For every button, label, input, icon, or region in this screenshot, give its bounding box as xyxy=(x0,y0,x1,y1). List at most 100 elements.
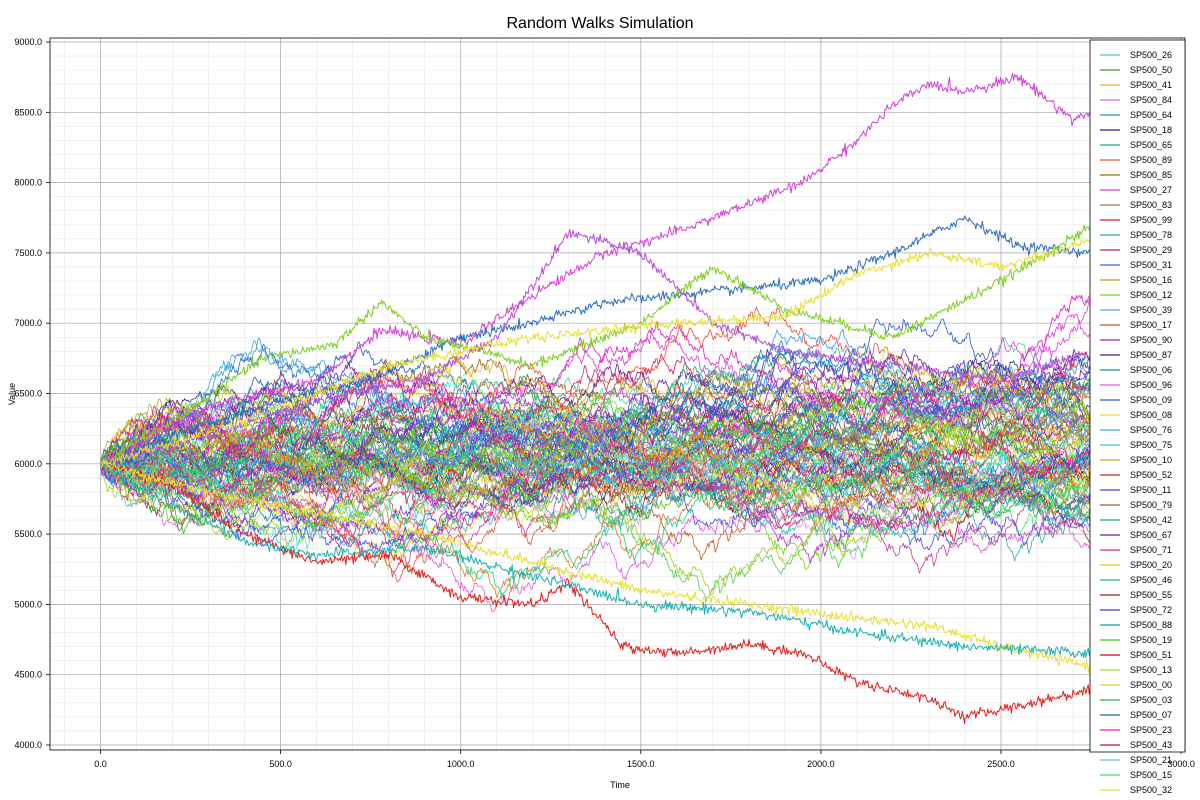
legend-item: SP500_21 xyxy=(1100,755,1172,765)
highlighted-series-line xyxy=(100,72,1096,466)
legend-item: SP500_52 xyxy=(1100,470,1172,480)
legend-label: SP500_23 xyxy=(1130,725,1172,735)
x-axis-ticks: 0.0 500.0 1000.0 1500.0 2000.0 2500.0 3000.0 xyxy=(94,750,1195,769)
legend-item: SP500_19 xyxy=(1100,635,1172,645)
series-line xyxy=(100,449,1096,583)
legend-item: SP500_13 xyxy=(1100,665,1172,675)
legend-item: SP500_64 xyxy=(1100,110,1172,120)
legend-label: SP500_43 xyxy=(1130,740,1172,750)
legend-label: SP500_16 xyxy=(1130,275,1172,285)
legend-label: SP500_12 xyxy=(1130,290,1172,300)
legend-label: SP500_15 xyxy=(1130,770,1172,780)
legend-label: SP500_26 xyxy=(1130,50,1172,60)
x-axis-label: Time xyxy=(610,780,630,790)
x-tick-label: 2000.0 xyxy=(807,759,835,769)
series-line xyxy=(100,328,1096,467)
legend-label: SP500_03 xyxy=(1130,695,1172,705)
legend-label: SP500_50 xyxy=(1130,65,1172,75)
series-line xyxy=(100,434,1096,557)
y-tick-label: 5000.0 xyxy=(14,599,42,609)
legend-item: SP500_65 xyxy=(1100,140,1172,150)
legend-item: SP500_42 xyxy=(1100,515,1172,525)
legend-label: SP500_19 xyxy=(1130,635,1172,645)
legend-label: SP500_31 xyxy=(1130,260,1172,270)
legend-item: SP500_39 xyxy=(1100,305,1172,315)
legend-item: SP500_03 xyxy=(1100,695,1172,705)
legend-label: SP500_75 xyxy=(1130,440,1172,450)
legend-label: SP500_76 xyxy=(1130,425,1172,435)
y-tick-label: 9000.0 xyxy=(14,37,42,47)
series-line xyxy=(100,401,1096,525)
legend-item: SP500_32 xyxy=(1100,785,1172,795)
legend-label: SP500_90 xyxy=(1130,335,1172,345)
legend-item: SP500_67 xyxy=(1100,530,1172,540)
y-axis-label: Value xyxy=(7,383,17,405)
y-tick-label: 6500.0 xyxy=(14,389,42,399)
legend-label: SP500_09 xyxy=(1130,395,1172,405)
chart-title: Random Walks Simulation xyxy=(506,15,693,32)
x-tick-label: 3000.0 xyxy=(1167,759,1195,769)
minor-gridlines xyxy=(50,38,1185,750)
legend-item: SP500_29 xyxy=(1100,245,1172,255)
series-line xyxy=(100,406,1096,574)
legend-item: SP500_72 xyxy=(1100,605,1172,615)
series-line xyxy=(100,410,1096,546)
legend-item: SP500_17 xyxy=(1100,320,1172,330)
series-line xyxy=(100,320,1096,487)
x-tick-label: 0.0 xyxy=(94,759,107,769)
legend-item: SP500_90 xyxy=(1100,335,1172,345)
series-line xyxy=(100,365,1096,523)
legend-item: SP500_27 xyxy=(1100,185,1172,195)
legend-label: SP500_71 xyxy=(1130,545,1172,555)
legend-box xyxy=(1089,39,1186,753)
legend-item: SP500_20 xyxy=(1100,560,1172,570)
legend-label: SP500_83 xyxy=(1130,200,1172,210)
highlighted-series-line xyxy=(100,235,1096,466)
legend-item: SP500_84 xyxy=(1100,95,1172,105)
series-line xyxy=(100,450,1096,596)
legend-item: SP500_87 xyxy=(1100,350,1172,360)
legend-label: SP500_89 xyxy=(1130,155,1172,165)
series-line xyxy=(100,340,1096,485)
legend-item: SP500_55 xyxy=(1100,590,1172,600)
legend-item: SP500_15 xyxy=(1100,770,1172,780)
highlighted-series-line xyxy=(100,223,1096,468)
legend-item: SP500_85 xyxy=(1100,170,1172,180)
legend-label: SP500_99 xyxy=(1130,215,1172,225)
legend-item: SP500_12 xyxy=(1100,290,1172,300)
legend-item: SP500_26 xyxy=(1100,50,1172,60)
legend-label: SP500_55 xyxy=(1130,590,1172,600)
legend-item: SP500_99 xyxy=(1100,215,1172,225)
legend-label: SP500_52 xyxy=(1130,470,1172,480)
legend-label: SP500_13 xyxy=(1130,665,1172,675)
plot-frame xyxy=(49,37,1186,751)
x-tick-label: 1500.0 xyxy=(627,759,655,769)
legend-label: SP500_72 xyxy=(1130,605,1172,615)
legend-item: SP500_10 xyxy=(1100,455,1172,465)
legend-label: SP500_21 xyxy=(1130,755,1172,765)
legend-label: SP500_27 xyxy=(1130,185,1172,195)
legend-item: SP500_16 xyxy=(1100,275,1172,285)
legend: SP500_26 SP500_50 SP500_41 SP500_84 SP500_64… xyxy=(1089,39,1186,795)
legend-label: SP500_17 xyxy=(1130,320,1172,330)
series-line xyxy=(100,395,1096,537)
legend-item: SP500_51 xyxy=(1100,650,1172,660)
legend-label: SP500_78 xyxy=(1130,230,1172,240)
y-tick-label: 7000.0 xyxy=(14,318,42,328)
series-line xyxy=(100,350,1096,487)
y-tick-label: 4000.0 xyxy=(14,740,42,750)
legend-item: SP500_75 xyxy=(1100,440,1172,450)
legend-label: SP500_88 xyxy=(1130,620,1172,630)
legend-item: SP500_43 xyxy=(1100,740,1172,750)
legend-item: SP500_89 xyxy=(1100,155,1172,165)
legend-items: SP500_26 SP500_50 SP500_41 SP500_84 SP500_64… xyxy=(1100,50,1172,795)
series-line xyxy=(100,306,1096,477)
legend-item: SP500_78 xyxy=(1100,230,1172,240)
series-line xyxy=(100,420,1096,539)
legend-label: SP500_11 xyxy=(1130,485,1171,495)
legend-label: SP500_32 xyxy=(1130,785,1172,795)
legend-label: SP500_96 xyxy=(1130,380,1172,390)
series-line xyxy=(100,378,1096,482)
legend-item: SP500_06 xyxy=(1100,365,1172,375)
